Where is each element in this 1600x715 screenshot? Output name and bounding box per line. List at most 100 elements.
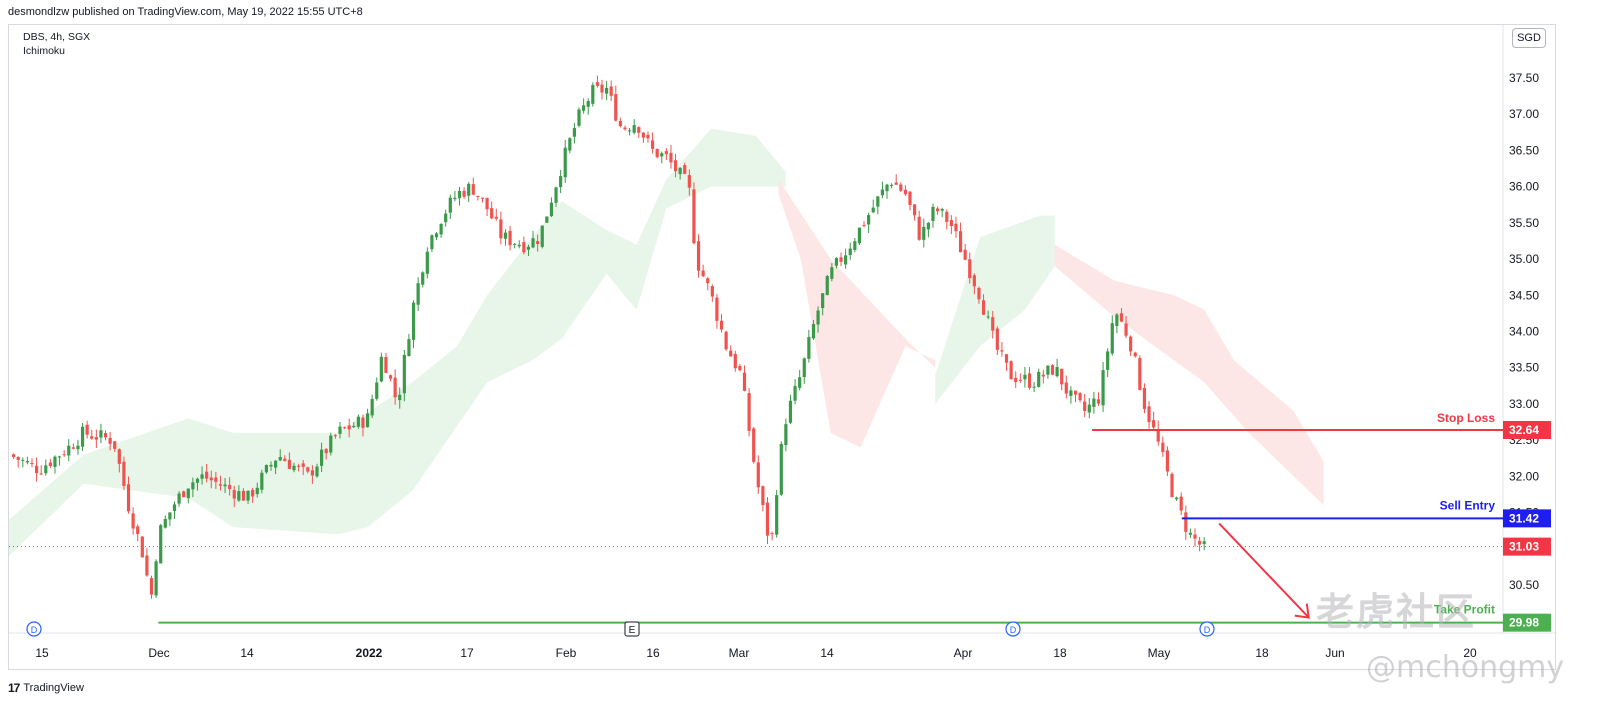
y-tick-label: 36.50 [1509,143,1539,157]
candle-body [692,189,696,244]
earnings-marker-label: E [629,625,636,636]
candle-body [365,413,370,428]
candle-body [306,467,310,472]
candle-body [375,382,379,399]
candle-body [122,461,126,486]
candle-body [457,190,462,199]
candle-body [894,182,898,185]
candle-body [632,125,636,133]
candle-body [53,456,57,467]
candle-body [108,437,112,444]
candle-body [301,463,305,467]
x-tick-label: 18 [1255,646,1269,660]
ichimoku-cloud-bear [778,179,936,448]
candle-body [200,474,204,479]
candle-body [172,504,177,511]
dividend-marker-label: D [1010,625,1017,635]
candle-body [775,495,779,535]
candle-body [848,248,852,256]
candle-body [223,484,227,487]
currency-button[interactable]: SGD [1512,28,1546,48]
candle-body [1152,420,1156,428]
candle-body [480,197,485,199]
candle-body [407,339,411,357]
candle-body [352,425,356,428]
candle-body [890,184,894,186]
candle-body [522,242,526,253]
candle-body [430,235,434,250]
x-tick-label: Mar [729,646,750,660]
candle-body [402,354,406,394]
candle-body [71,447,75,449]
candle-body [324,449,328,454]
candle-body [1009,361,1013,380]
candle-body [908,191,912,205]
candle-body [90,436,94,439]
candle-body [342,427,347,429]
candle-body [779,443,783,495]
candle-body [1156,429,1160,442]
x-tick-label: 14 [820,646,834,660]
candle-body [724,331,728,350]
candle-body [1050,365,1055,375]
candle-body [614,94,618,121]
candle-body [214,477,218,482]
candle-body [1193,534,1197,539]
candle-body [444,213,448,223]
price-chart[interactable]: Stop Loss Sell Entry Take Profit 37.50 37.00… [9,25,1557,671]
candle-body [517,244,521,247]
x-tick-label: 14 [240,646,254,660]
candle-body [926,222,930,230]
candle-body [871,207,875,213]
publish-info: desmondlzw published on TradingView.com,… [8,6,363,18]
candle-body [954,223,958,232]
candle-body [1083,401,1087,411]
x-tick-label: Apr [954,646,973,660]
candle-body [149,578,154,595]
candle-body [1165,450,1170,472]
sell-entry-label: Sell Entry [1440,498,1496,512]
take-profit-label: Take Profit [1434,603,1495,617]
candle-body [1110,323,1114,354]
candle-body [145,555,149,576]
candle-body [545,216,549,223]
footer-brand: TradingView [23,682,84,694]
candle-body [627,130,632,132]
candle-body [825,276,829,296]
candle-body [278,456,282,461]
y-tick-label: 32.00 [1509,469,1539,483]
candle-body [770,533,774,535]
candle-body [650,140,655,149]
candle-body [821,293,825,309]
candle-body [706,278,710,284]
candle-body [765,502,770,536]
y-tick-label: 33.00 [1509,397,1539,411]
candle-body [191,482,195,490]
chart-area[interactable]: Stop Loss Sell Entry Take Profit 37.50 37.00… [8,24,1557,671]
candle-body [862,224,866,226]
candle-body [99,430,103,438]
candle-body [563,147,567,178]
candle-body [526,246,531,250]
candle-body [1087,404,1091,413]
candle-body [384,356,388,373]
candle-body [554,187,558,203]
candle-body [885,184,889,192]
candle-body [1000,350,1004,352]
candle-body [476,195,480,197]
candle-body [333,435,337,437]
candle-body [1037,371,1041,387]
candle-body [1202,541,1206,544]
dividend-marker-icon [1005,621,1021,637]
candle-body [903,189,907,195]
candle-body [67,445,71,456]
candle-body [237,491,241,501]
candle-body [494,216,498,219]
candle-body [834,258,839,266]
candle-body [1106,351,1110,370]
candle-body [195,478,200,483]
candle-body [715,297,719,321]
candle-body [186,488,190,499]
candle-body [39,473,43,475]
x-tick-label: 2022 [356,646,383,660]
